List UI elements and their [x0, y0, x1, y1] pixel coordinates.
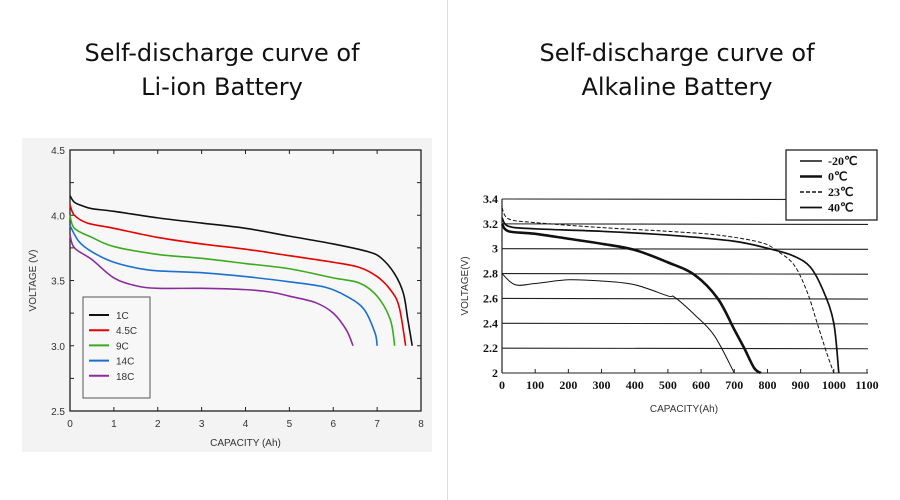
series-line-9C	[69, 214, 396, 346]
legend-label: 1C	[116, 311, 129, 322]
panel-divider	[447, 0, 448, 500]
x-tick-label: 1000	[822, 378, 846, 392]
x-tick-label: 800	[758, 378, 776, 392]
y-tick-label: 3.0	[51, 342, 65, 353]
x-tick-label: 1100	[855, 378, 878, 392]
x-tick-label: 0	[499, 378, 505, 392]
y-tick-label: 2.6	[483, 291, 498, 305]
series-line-18C	[69, 234, 354, 347]
series-line-1C	[69, 195, 414, 346]
legend-label: 23℃	[828, 185, 853, 199]
x-tick-label: 100	[526, 378, 544, 392]
series-line--20℃	[501, 273, 735, 374]
y-tick-label: 3.2	[483, 217, 498, 231]
x-tick-label: 1	[111, 419, 117, 430]
y-tick-label: 3.4	[483, 192, 498, 206]
x-tick-label: 6	[330, 419, 336, 430]
gridline	[501, 248, 869, 250]
li-ion-legend	[82, 296, 151, 399]
series-line-23℃	[501, 207, 835, 374]
x-tick-label: 700	[725, 378, 743, 392]
legend-label: 9C	[116, 341, 129, 352]
y-tick-label: 2.5	[51, 407, 65, 418]
legend-label: -20℃	[828, 154, 857, 168]
x-tick-label: 600	[692, 378, 710, 392]
alkaline-title-line2: Alkaline Battery	[581, 73, 773, 101]
legend-label: 0℃	[828, 170, 847, 184]
x-tick-label: 200	[559, 378, 577, 392]
x-tick-label: 4	[243, 419, 249, 430]
gridline	[501, 347, 869, 350]
series-line-40℃	[501, 217, 840, 374]
x-tick-label: 5	[287, 419, 293, 430]
y-tick-label: 2	[492, 366, 498, 380]
x-tick-label: 0	[67, 419, 73, 430]
alkaline-title: Self-discharge curve of Alkaline Battery	[457, 36, 897, 104]
series-line-0℃	[500, 222, 762, 375]
li-ion-title-line2: Li-ion Battery	[141, 73, 303, 101]
series-line-4.5C	[69, 204, 407, 346]
x-tick-label: 900	[792, 378, 810, 392]
li-ion-chart: 0 1 2 3 4 5 6 7 8 2.5 3.0 3.5 4.0 4.5 CAPACITY (Ah) VOL…	[22, 138, 432, 452]
x-tick-label: 2	[155, 419, 161, 430]
series-line-14C	[69, 225, 378, 346]
y-axis-label: VOLTAGE (V)	[28, 250, 39, 312]
alkaline-chart: 2 2.2 2.4 2.6 2.8 3 3.2 3.4 0 100 200 300 400 500 600 7…	[460, 149, 879, 415]
x-axis-label: CAPACITY(Ah)	[650, 404, 718, 415]
y-axis-label: VOLTAGE(V)	[460, 256, 471, 315]
y-tick-label: 3.5	[51, 277, 65, 288]
x-axis-label: CAPACITY (Ah)	[210, 438, 281, 449]
gridline	[501, 297, 869, 300]
gridline	[501, 223, 869, 226]
y-tick-label: 2.8	[483, 267, 498, 281]
x-tick-label: 7	[374, 419, 380, 430]
x-tick-label: 400	[626, 378, 644, 392]
legend-label: 18C	[116, 372, 134, 383]
y-tick-label: 4.0	[51, 211, 65, 222]
x-tick-label: 500	[659, 378, 677, 392]
legend-label: 14C	[116, 357, 134, 368]
gridline	[501, 322, 869, 325]
legend-label: 4.5C	[116, 326, 137, 337]
y-tick-label: 2.4	[483, 316, 498, 330]
legend-label: 40℃	[828, 201, 853, 215]
x-tick-label: 300	[593, 378, 611, 392]
gridline	[501, 273, 869, 275]
y-tick-label: 3	[492, 242, 498, 256]
x-tick-label: 3	[199, 419, 205, 430]
alkaline-title-line1: Self-discharge curve of	[539, 39, 815, 67]
x-tick-label: 8	[418, 419, 424, 430]
y-tick-label: 2.2	[483, 341, 498, 355]
li-ion-title: Self-discharge curve of Li-ion Battery	[2, 36, 442, 104]
li-ion-title-line1: Self-discharge curve of	[84, 39, 360, 67]
y-tick-label: 4.5	[51, 146, 65, 157]
